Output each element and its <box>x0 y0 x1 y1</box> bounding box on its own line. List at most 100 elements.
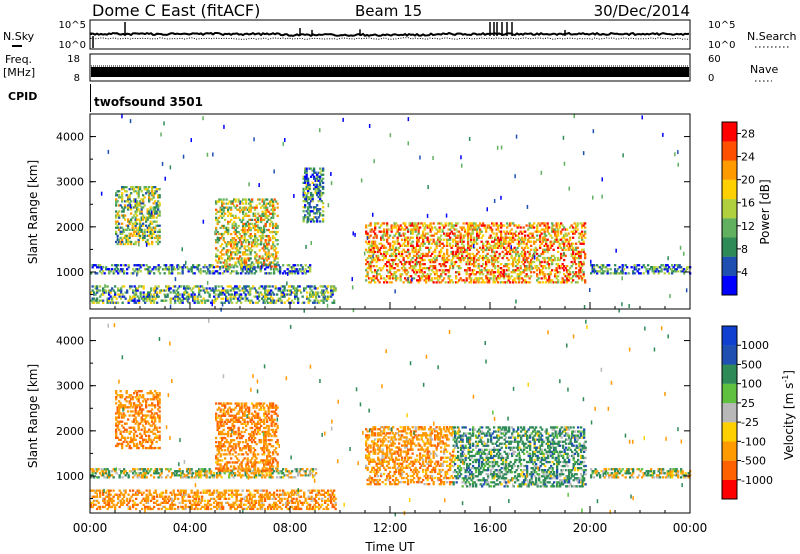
echo-cell <box>524 269 527 272</box>
echo-cell <box>407 242 410 245</box>
echo-cell <box>261 285 264 288</box>
echo-cell <box>486 256 489 260</box>
echo-cell <box>249 493 252 496</box>
echo-cell <box>263 230 266 234</box>
echo-cell <box>492 258 495 262</box>
echo-cell <box>163 264 166 267</box>
echo-cell <box>248 247 251 250</box>
echo-cell <box>236 253 239 256</box>
echo-cell <box>204 503 207 506</box>
echo-cell <box>551 279 554 282</box>
echo-cell <box>422 230 425 233</box>
echo-cell <box>149 198 152 201</box>
echo-cell <box>152 206 155 209</box>
echo-cell <box>447 234 450 237</box>
echo-cell <box>479 269 482 272</box>
echo-cell <box>202 289 205 292</box>
echo-cell <box>235 287 238 290</box>
echo-cell <box>578 252 581 256</box>
echo-cell <box>187 495 190 498</box>
echo-cell <box>127 198 130 201</box>
echo-cell <box>108 497 111 500</box>
echo-cell <box>93 293 96 296</box>
echo-cell <box>127 208 130 211</box>
echo-cell <box>435 242 438 245</box>
echo-cell <box>114 505 117 509</box>
echo-cell <box>235 297 238 300</box>
echo-cell <box>193 272 196 275</box>
echo-cell <box>249 202 252 205</box>
echo-cell <box>419 226 422 229</box>
echo-cell <box>375 246 378 249</box>
echo-cell <box>263 245 266 248</box>
echo-cell <box>413 254 416 258</box>
echo-cell <box>389 254 392 258</box>
echo-cell <box>524 267 527 270</box>
echo-cell <box>154 289 157 292</box>
echo-cell <box>563 226 566 229</box>
echo-cell <box>127 206 130 209</box>
echo-cell <box>271 291 274 294</box>
echo-cell <box>512 234 515 237</box>
echo-cell <box>168 266 171 269</box>
echo-cell <box>456 236 459 239</box>
echo-cell <box>227 232 230 236</box>
echo-cell <box>109 499 112 502</box>
echo-cell <box>398 252 401 256</box>
echo-cell <box>305 177 308 180</box>
echo-cell <box>320 200 323 203</box>
echo-cell <box>494 236 497 239</box>
echo-cell <box>512 263 515 266</box>
echo-cell <box>316 204 319 207</box>
echo-cell <box>214 297 217 300</box>
echo-cell <box>215 218 218 221</box>
echo-cell <box>473 254 476 258</box>
echo-cell <box>579 222 582 225</box>
echo-cell <box>414 222 417 225</box>
echo-cell <box>134 218 137 221</box>
echo-cell <box>417 281 420 284</box>
echo-cell <box>134 226 137 229</box>
echo-cell <box>192 291 195 294</box>
echo-cell <box>274 505 277 509</box>
echo-cell <box>147 293 150 296</box>
echo-cell <box>123 489 126 492</box>
echo-cell <box>257 239 260 242</box>
echo-cell <box>396 230 399 233</box>
echo-cell <box>654 270 657 273</box>
echo-cell <box>181 489 184 492</box>
echo-cell <box>645 268 648 271</box>
echo-cell <box>247 272 250 275</box>
echo-cell <box>240 220 243 224</box>
echo-cell <box>470 281 473 284</box>
echo-cell <box>268 272 271 275</box>
echo-cell <box>566 238 569 241</box>
echo-cell <box>398 246 401 249</box>
echo-cell <box>573 273 576 276</box>
echo-cell <box>109 489 112 492</box>
echo-cell <box>437 238 440 241</box>
echo-cell <box>257 198 260 201</box>
echo-cell <box>274 497 277 500</box>
echo-cell <box>252 214 255 217</box>
echo-cell <box>202 219 205 224</box>
echo-cell <box>238 503 241 506</box>
echo-cell <box>257 265 260 268</box>
echo-cell <box>292 493 295 496</box>
echo-cell <box>316 218 319 221</box>
echo-cell <box>428 267 431 270</box>
echo-cell <box>234 253 237 256</box>
echo-cell <box>308 185 311 189</box>
echo-cell <box>628 304 630 308</box>
echo-cell <box>261 212 264 215</box>
echo-cell <box>497 236 500 239</box>
echo-cell <box>405 279 408 282</box>
echo-cell <box>310 195 313 199</box>
echo-cell <box>486 224 489 227</box>
echo-cell <box>539 273 542 276</box>
echo-cell <box>257 259 260 262</box>
echo-cell <box>443 232 446 235</box>
echo-cell <box>369 244 372 247</box>
echo-cell <box>461 226 464 229</box>
echo-cell <box>467 256 470 260</box>
